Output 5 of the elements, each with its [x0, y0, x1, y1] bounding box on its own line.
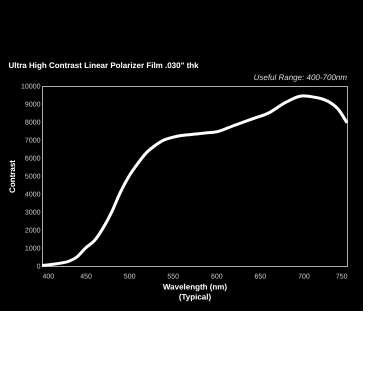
text: Useful Range: 400-700nm	[254, 73, 348, 82]
x-axis-title: Wavelength (nm) (Typical)	[162, 282, 228, 302]
y-axis-title: Contrast	[8, 160, 18, 193]
chart-title: Ultra High Contrast Linear Polarizer Film .030" thk	[8, 61, 200, 70]
line-series	[40, 94, 348, 267]
